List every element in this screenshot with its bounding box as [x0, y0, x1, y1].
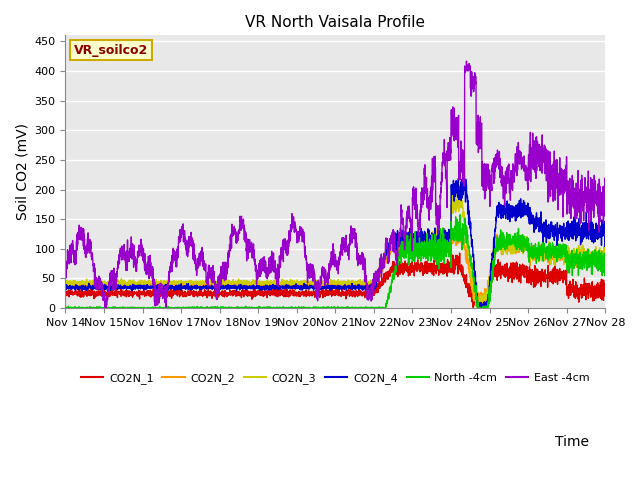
North -4cm — [123, 305, 131, 311]
East -4cm — [292, 227, 300, 232]
Line: CO2N_3: CO2N_3 — [65, 190, 605, 306]
CO2N_2 — [451, 227, 459, 232]
East -4cm — [269, 260, 276, 266]
CO2N_4 — [454, 176, 462, 181]
CO2N_3 — [472, 303, 479, 309]
Text: VR_soilco2: VR_soilco2 — [74, 44, 148, 57]
Title: VR North Vaisala Profile: VR North Vaisala Profile — [245, 15, 426, 30]
CO2N_3 — [454, 187, 461, 193]
CO2N_4 — [591, 227, 599, 233]
East -4cm — [463, 58, 470, 64]
Y-axis label: Soil CO2 (mV): Soil CO2 (mV) — [15, 123, 29, 220]
CO2N_4 — [533, 224, 541, 229]
North -4cm — [61, 305, 69, 311]
CO2N_4 — [61, 285, 69, 291]
CO2N_1 — [292, 291, 300, 297]
CO2N_4 — [292, 285, 300, 290]
CO2N_4 — [123, 285, 131, 291]
East -4cm — [602, 202, 609, 207]
CO2N_1 — [591, 289, 599, 295]
CO2N_1 — [269, 292, 276, 298]
Line: East -4cm: East -4cm — [65, 61, 605, 308]
East -4cm — [156, 290, 163, 296]
CO2N_3 — [602, 251, 609, 256]
CO2N_2 — [591, 255, 599, 261]
Line: North -4cm: North -4cm — [65, 215, 605, 308]
Line: CO2N_1: CO2N_1 — [65, 253, 605, 307]
CO2N_4 — [269, 285, 276, 291]
Legend: CO2N_1, CO2N_2, CO2N_3, CO2N_4, North -4cm, East -4cm: CO2N_1, CO2N_2, CO2N_3, CO2N_4, North -4… — [77, 368, 594, 388]
North -4cm — [292, 305, 300, 311]
East -4cm — [61, 274, 69, 280]
CO2N_2 — [269, 282, 276, 288]
CO2N_3 — [533, 248, 541, 254]
CO2N_1 — [123, 291, 131, 297]
CO2N_3 — [61, 281, 69, 287]
CO2N_2 — [123, 283, 131, 288]
CO2N_2 — [533, 256, 541, 262]
East -4cm — [591, 201, 599, 207]
CO2N_2 — [155, 282, 163, 288]
CO2N_3 — [123, 283, 131, 288]
North -4cm — [269, 305, 276, 311]
CO2N_2 — [602, 252, 609, 258]
North -4cm — [155, 304, 163, 310]
CO2N_3 — [269, 279, 276, 285]
East -4cm — [533, 156, 541, 162]
Line: CO2N_4: CO2N_4 — [65, 179, 605, 308]
CO2N_3 — [292, 279, 300, 285]
East -4cm — [101, 305, 109, 311]
CO2N_3 — [155, 281, 163, 287]
CO2N_1 — [61, 288, 69, 294]
North -4cm — [591, 262, 598, 268]
CO2N_2 — [472, 299, 480, 305]
CO2N_1 — [602, 281, 609, 287]
North -4cm — [456, 212, 464, 218]
CO2N_1 — [456, 250, 463, 256]
CO2N_1 — [469, 304, 477, 310]
North -4cm — [533, 245, 541, 251]
Text: Time: Time — [555, 435, 589, 449]
CO2N_2 — [61, 282, 69, 288]
East -4cm — [124, 256, 131, 262]
CO2N_2 — [292, 283, 300, 288]
CO2N_1 — [155, 289, 163, 295]
CO2N_4 — [602, 233, 609, 239]
CO2N_4 — [155, 282, 163, 288]
CO2N_1 — [533, 269, 541, 275]
Line: CO2N_2: CO2N_2 — [65, 229, 605, 302]
CO2N_4 — [474, 305, 482, 311]
CO2N_3 — [591, 247, 599, 252]
North -4cm — [602, 253, 609, 259]
